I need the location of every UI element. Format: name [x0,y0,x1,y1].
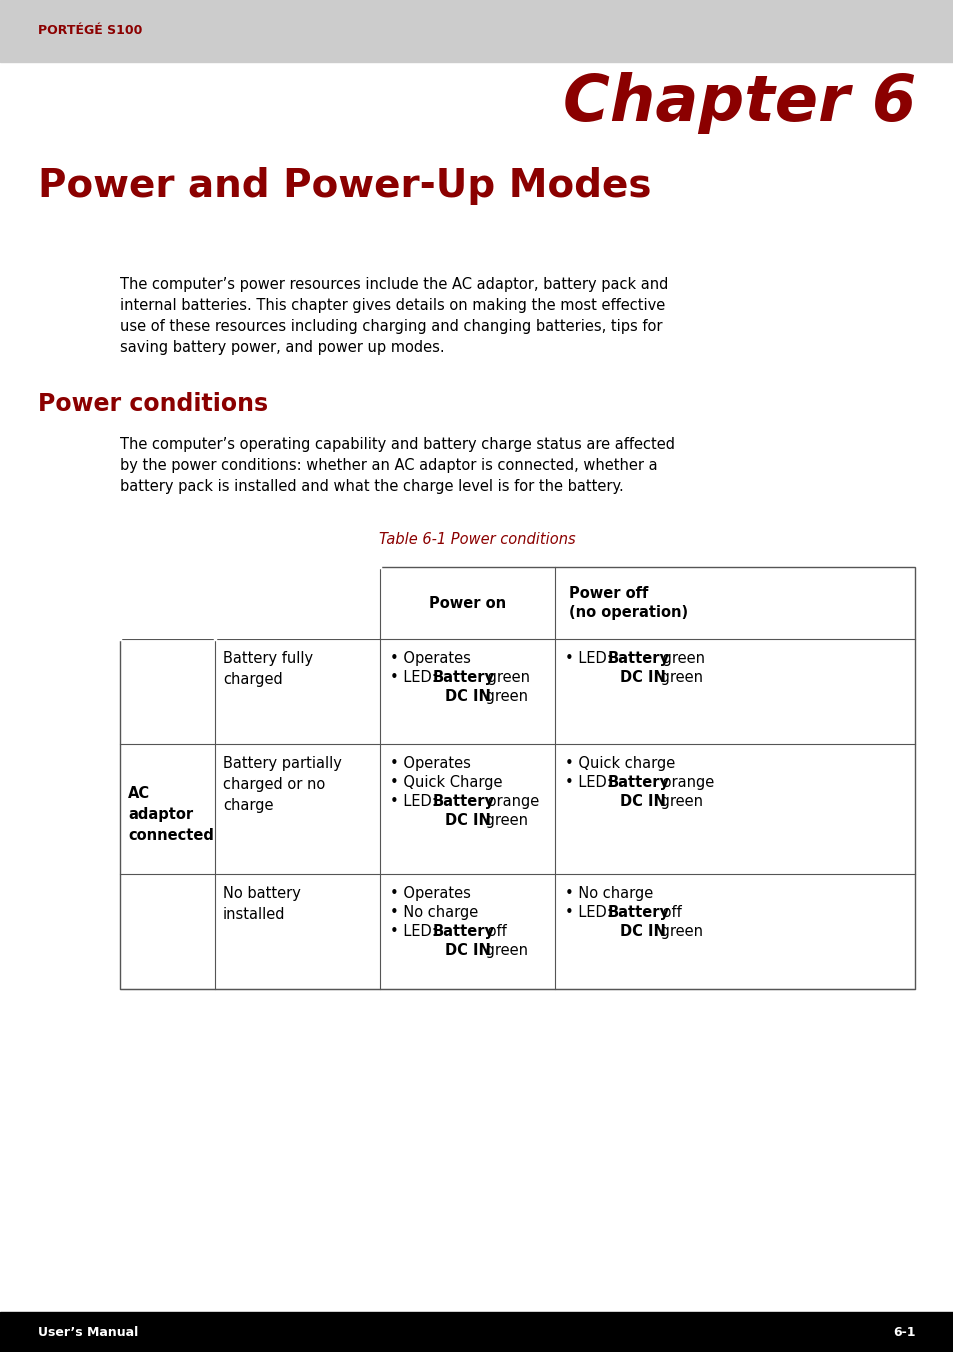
Bar [120,566,914,990]
Text: Battery: Battery [433,923,495,940]
Text: Power off
(no operation): Power off (no operation) [568,585,687,621]
Text: green: green [656,671,702,685]
Text: off: off [658,904,681,919]
Text: DC IN: DC IN [619,923,665,940]
Text: • Quick Charge: • Quick Charge [390,775,502,790]
Text: Battery: Battery [433,671,495,685]
Text: DC IN: DC IN [445,813,491,827]
Text: Battery: Battery [607,775,669,790]
Text: DC IN: DC IN [619,794,665,808]
Text: • LED:: • LED: [390,923,441,940]
Text: green: green [480,942,527,959]
Text: • LED:: • LED: [390,794,441,808]
Bar [120,568,379,638]
Text: DC IN: DC IN [619,671,665,685]
Text: Battery fully
charged: Battery fully charged [223,652,313,687]
Text: The computer’s power resources include the AC adaptor, battery pack and
internal: The computer’s power resources include t… [120,277,668,356]
Text: green: green [656,794,702,808]
Text: green: green [658,652,704,667]
Text: Power on: Power on [429,595,505,611]
Text: The computer’s operating capability and battery charge status are affected
by th: The computer’s operating capability and … [120,437,675,493]
Text: green: green [480,813,527,827]
Text: • Operates: • Operates [390,756,471,771]
Text: • LED:: • LED: [390,671,441,685]
Text: PORTÉGÉ S100: PORTÉGÉ S100 [38,24,142,38]
Text: green: green [480,690,527,704]
Text: AC
adaptor
connected: AC adaptor connected [128,786,213,842]
Text: Battery partially
charged or no
charge: Battery partially charged or no charge [223,756,341,813]
Text: • No charge: • No charge [564,886,653,900]
Text: Battery: Battery [607,904,669,919]
Text: DC IN: DC IN [445,942,491,959]
Text: Table 6-1 Power conditions: Table 6-1 Power conditions [378,531,575,548]
Text: • LED:: • LED: [564,775,616,790]
Text: • Operates: • Operates [390,886,471,900]
Text: User’s Manual: User’s Manual [38,1325,138,1338]
Text: • Quick charge: • Quick charge [564,756,675,771]
Text: Chapter 6: Chapter 6 [562,72,915,134]
Text: Power and Power-Up Modes: Power and Power-Up Modes [38,168,651,206]
Text: orange: orange [482,794,538,808]
Text: Power conditions: Power conditions [38,392,268,416]
Text: green: green [482,671,530,685]
Text: Battery: Battery [607,652,669,667]
Text: DC IN: DC IN [445,690,491,704]
Text: Battery: Battery [433,794,495,808]
Text: • Operates: • Operates [390,652,471,667]
Bar [0,0,953,62]
Text: • LED:: • LED: [564,652,616,667]
Text: • LED:: • LED: [564,904,616,919]
Text: 6-1: 6-1 [893,1325,915,1338]
Text: green: green [656,923,702,940]
Text: off: off [482,923,506,940]
Text: • No charge: • No charge [390,904,477,919]
Text: No battery
installed: No battery installed [223,886,300,922]
Bar [0,1311,953,1352]
Text: orange: orange [658,775,714,790]
